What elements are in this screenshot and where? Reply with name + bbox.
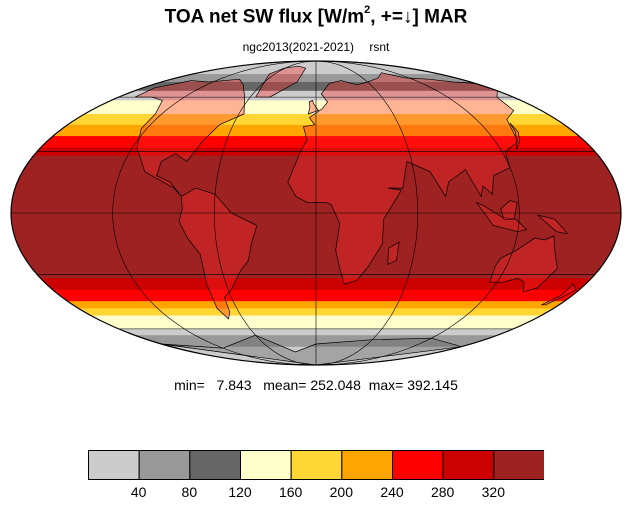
title-superscript: 2: [364, 4, 371, 16]
colorbar-box: [240, 450, 292, 480]
colorbar-tick-label: 280: [430, 484, 455, 500]
colorbar-box: [290, 450, 343, 480]
continent-shapes: [134, 65, 577, 365]
colorbar-tick-label: 240: [380, 484, 404, 500]
chart-title: TOA net SW flux [W/m2, +=↓] MAR: [0, 4, 632, 28]
colorbar-tick-label: 320: [481, 484, 505, 500]
min-value: 7.843: [216, 377, 252, 393]
min-label: min=: [174, 377, 205, 393]
colorbar-tick-label: 80: [181, 484, 198, 500]
colorbar-tick-label: 120: [228, 484, 252, 500]
globe-outline: [10, 60, 622, 366]
continent-new-guinea: [536, 214, 569, 235]
colorbar-box: [88, 450, 140, 480]
continent-greenland: [255, 65, 307, 98]
colorbar: [88, 450, 544, 480]
colorbar-tick-label: 40: [130, 484, 147, 500]
colorbar-box: [442, 450, 495, 480]
colorbar-tick-label: 200: [329, 484, 353, 500]
colorbar-box: [341, 450, 393, 480]
colorbar-box: [189, 450, 242, 480]
stats-line: min= 7.843 mean= 252.048 max= 392.145: [0, 377, 632, 393]
continent-borneo: [500, 200, 518, 220]
mean-value: 252.048: [310, 377, 361, 393]
title-rest: , +=↓] MAR: [370, 6, 468, 28]
continent-indonesia: [475, 201, 528, 233]
continent-madagascar: [387, 241, 400, 266]
max-value: 392.145: [407, 377, 458, 393]
continent-new-zealand: [541, 283, 577, 306]
continent-australia: [489, 235, 558, 293]
colorbar-box: [392, 450, 444, 480]
colorbar-box: [138, 450, 191, 480]
title-text: TOA net SW flux [W/m: [164, 6, 365, 28]
colorbar-box: [493, 450, 544, 480]
mean-label: mean=: [263, 377, 307, 393]
continent-japan: [509, 122, 520, 150]
case-label: ngc2013(2021-2021): [242, 40, 355, 54]
chart-subtitle: ngc2013(2021-2021) rsnt: [0, 40, 632, 54]
variable-label: rsnt: [369, 40, 390, 54]
mollweide-map: [10, 60, 622, 366]
continent-north-america: [134, 78, 246, 197]
max-label: max=: [368, 377, 404, 393]
colorbar-tick-label: 160: [278, 484, 303, 500]
